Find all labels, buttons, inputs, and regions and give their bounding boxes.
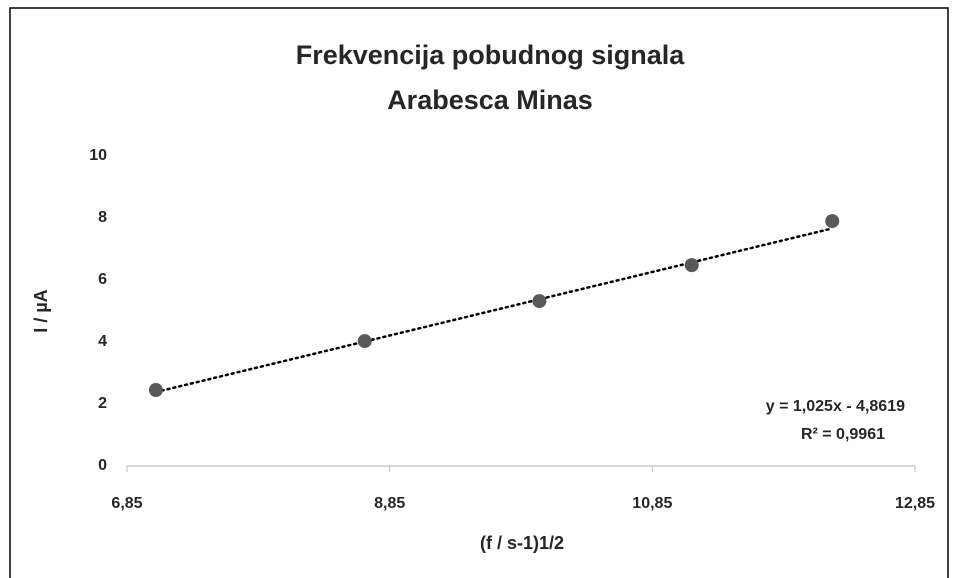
data-point [357, 334, 372, 349]
y-tick-label: 10 [89, 147, 107, 164]
trendline [154, 227, 834, 394]
data-point [825, 214, 840, 229]
x-tick-label: 6,85 [111, 495, 142, 512]
chart-title: Arabesca Minas [387, 85, 593, 115]
y-tick-label: 2 [98, 395, 107, 412]
y-tick-label: 0 [98, 457, 107, 474]
data-point [148, 383, 163, 398]
y-tick-label: 6 [98, 271, 107, 288]
trendline-r2: R² = 0,9961 [801, 426, 885, 443]
x-axis-title: (f / s-1)1/2 [480, 533, 564, 553]
chart-title: Frekvencija pobudnog signala [296, 40, 686, 70]
x-tick-label: 8,85 [374, 495, 405, 512]
data-point [684, 258, 699, 273]
y-tick-label: 8 [98, 209, 107, 226]
trendline-equation: y = 1,025x - 4,8619 [766, 398, 905, 415]
x-tick-label: 12,85 [895, 495, 935, 512]
y-axis-title: I / µA [31, 289, 51, 332]
y-tick-label: 4 [98, 333, 107, 350]
data-point [532, 294, 547, 309]
chart-border [9, 7, 949, 578]
x-tick-label: 10,85 [632, 495, 672, 512]
